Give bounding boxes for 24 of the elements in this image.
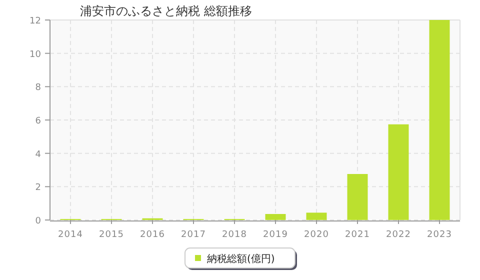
x-tick-label: 2014 [58,230,83,240]
y-tick-label: 10 [30,50,42,60]
bar [388,124,409,220]
bar [265,214,286,220]
y-tick-label: 12 [30,16,41,26]
bar [306,212,327,220]
x-tick-label: 2021 [345,230,370,240]
bar [347,174,368,220]
legend-label: 納税総額(億円) [207,253,275,265]
chart-title: 浦安市のふるさと納税 総額推移 [80,4,252,18]
x-tick-label: 2016 [140,230,165,240]
bar [429,20,450,220]
x-tick-label: 2017 [181,230,206,240]
y-tick-label: 8 [35,83,42,94]
x-tick-label: 2022 [386,230,411,240]
y-tick-label: 2 [35,183,41,194]
x-tick-label: 2023 [427,230,452,240]
x-tick-label: 2015 [99,230,124,240]
x-tick-label: 2018 [222,230,247,240]
y-tick-label: 4 [35,150,42,160]
y-tick-label: 6 [35,116,42,126]
y-tick-label: 0 [35,216,42,226]
x-tick-label: 2019 [263,230,288,240]
x-tick-label: 2020 [304,230,329,240]
